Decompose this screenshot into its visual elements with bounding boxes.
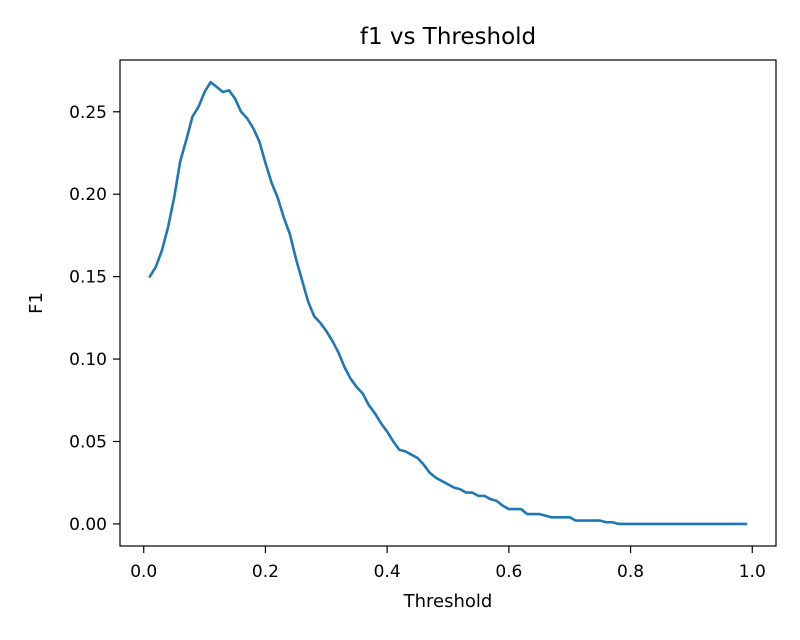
x-axis-label: Threshold [403,591,493,612]
y-axis: 0.00 0.05 0.10 0.15 0.20 0.25 [69,103,120,535]
plot-area [148,80,748,526]
x-tick-label: 1.0 [739,562,766,582]
y-tick-label: 0.25 [69,103,107,123]
x-axis: 0.0 0.2 0.4 0.6 0.8 1.0 [130,546,766,582]
x-tick-label: 0.0 [130,562,157,582]
x-tick-label: 0.2 [252,562,279,582]
y-tick-label: 0.15 [69,268,107,288]
x-tick-label: 0.4 [374,562,401,582]
y-tick-label: 0.05 [69,432,107,452]
y-axis-label: F1 [26,292,47,314]
x-tick-label: 0.6 [495,562,522,582]
chart-title: f1 vs Threshold [360,24,536,50]
y-tick-label: 0.00 [69,515,107,535]
y-tick-label: 0.10 [69,350,107,370]
x-tick-label: 0.8 [617,562,644,582]
y-tick-label: 0.20 [69,185,107,205]
f1-series-line [148,80,748,526]
plot-frame [119,59,777,547]
